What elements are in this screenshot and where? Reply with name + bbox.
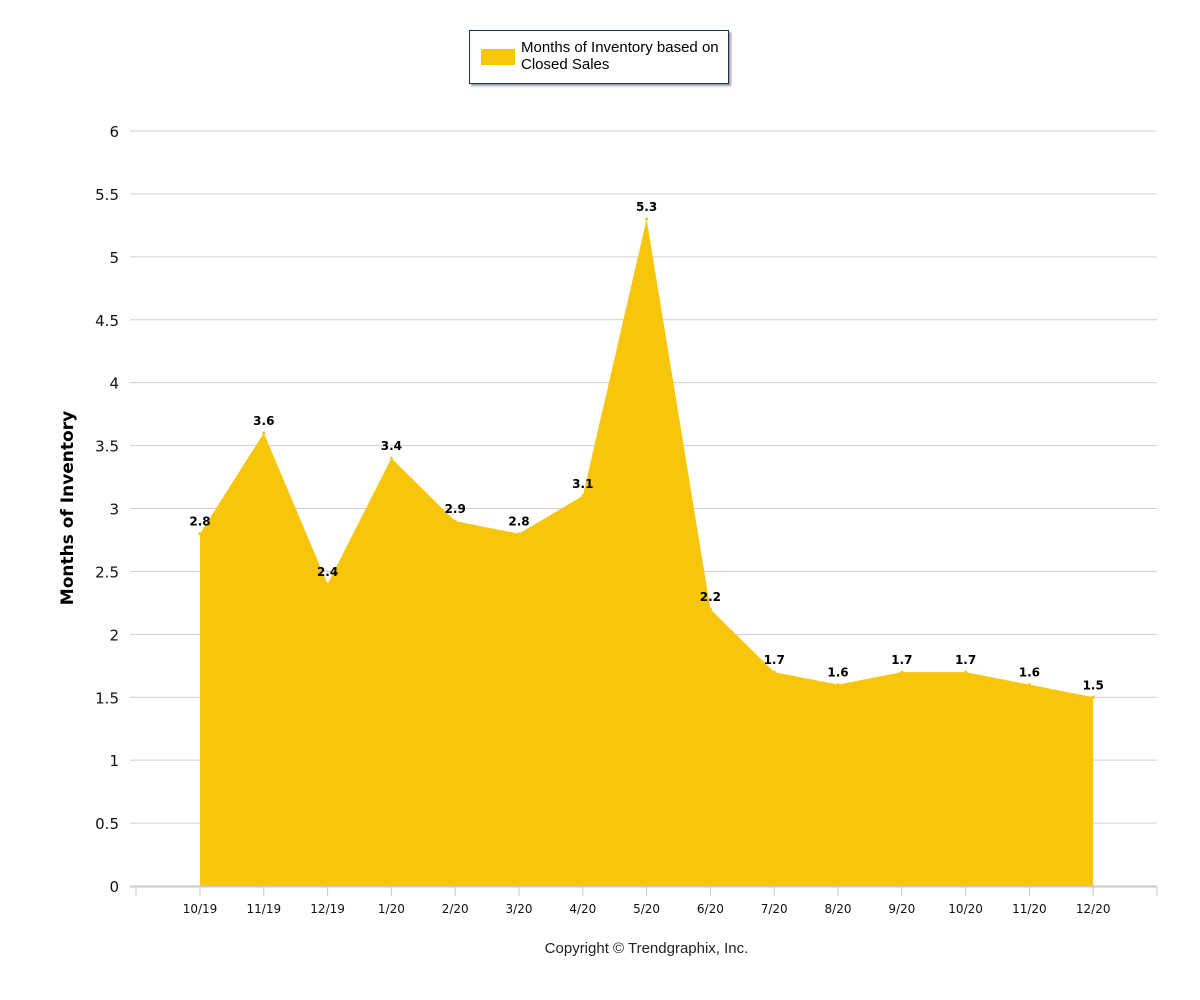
- data-point: [836, 683, 840, 687]
- y-tick-label: 5: [109, 249, 119, 267]
- data-point: [517, 532, 521, 536]
- data-label: 5.3: [636, 200, 657, 214]
- x-tick-label: 11/20: [1012, 902, 1047, 916]
- legend-swatch: [481, 49, 515, 65]
- y-tick-label: 2.5: [95, 563, 119, 581]
- x-tick-label: 3/20: [506, 902, 533, 916]
- x-tick-label: 5/20: [633, 902, 660, 916]
- data-label: 1.7: [891, 653, 912, 667]
- copyright: Copyright © Trendgraphix, Inc.: [544, 940, 749, 957]
- y-tick-label: 1: [109, 752, 119, 770]
- data-label: 3.1: [572, 477, 593, 491]
- data-point: [326, 582, 330, 586]
- data-label: 2.8: [508, 515, 529, 529]
- x-tick-label: 11/19: [247, 902, 282, 916]
- x-tick-label: 2/20: [442, 902, 469, 916]
- x-tick-label: 10/19: [183, 902, 218, 916]
- y-tick-label: 3: [109, 501, 119, 519]
- legend-label: Months of Inventory based on Closed Sale…: [521, 39, 719, 73]
- y-tick-label: 3.5: [95, 438, 119, 456]
- legend: Months of Inventory based on Closed Sale…: [469, 30, 729, 84]
- data-label: 1.7: [764, 653, 785, 667]
- data-point: [389, 456, 393, 460]
- data-label: 2.8: [189, 515, 210, 529]
- data-label: 2.4: [317, 565, 338, 579]
- x-tick-label: 6/20: [697, 902, 724, 916]
- y-tick-label: 6: [109, 123, 119, 141]
- x-tick-label: 1/20: [378, 902, 405, 916]
- data-point: [645, 217, 649, 221]
- y-tick-label: 0: [109, 878, 119, 896]
- y-tick-label: 4: [109, 375, 119, 393]
- x-tick-label: 10/20: [948, 902, 983, 916]
- data-point: [198, 532, 202, 536]
- data-label: 1.7: [955, 653, 976, 667]
- y-tick-label: 2: [109, 626, 119, 644]
- x-tick-label: 7/20: [761, 902, 788, 916]
- data-point: [964, 670, 968, 674]
- y-axis-title: Months of Inventory: [58, 411, 78, 605]
- data-label: 3.6: [253, 414, 274, 428]
- data-point: [1091, 695, 1095, 699]
- data-point: [708, 607, 712, 611]
- y-tick-label: 4.5: [95, 312, 119, 330]
- x-tick-label: 12/20: [1076, 902, 1111, 916]
- data-label: 2.9: [445, 502, 466, 516]
- data-point: [1027, 683, 1031, 687]
- data-point: [581, 494, 585, 498]
- data-label: 1.5: [1083, 678, 1104, 692]
- data-label: 1.6: [1019, 666, 1040, 680]
- data-point: [900, 670, 904, 674]
- data-label: 2.2: [700, 590, 721, 604]
- data-point: [453, 519, 457, 523]
- series-area: [200, 219, 1094, 887]
- x-tick-label: 9/20: [888, 902, 915, 916]
- x-tick-label: 4/20: [569, 902, 596, 916]
- data-point: [262, 431, 266, 435]
- data-point: [772, 670, 776, 674]
- y-tick-label: 5.5: [95, 186, 119, 204]
- data-label: 3.4: [381, 439, 402, 453]
- data-label: 1.6: [827, 666, 848, 680]
- y-tick-label: 0.5: [95, 815, 119, 833]
- x-tick-label: 12/19: [310, 902, 345, 916]
- x-tick-label: 8/20: [825, 902, 852, 916]
- y-tick-label: 1.5: [95, 689, 119, 707]
